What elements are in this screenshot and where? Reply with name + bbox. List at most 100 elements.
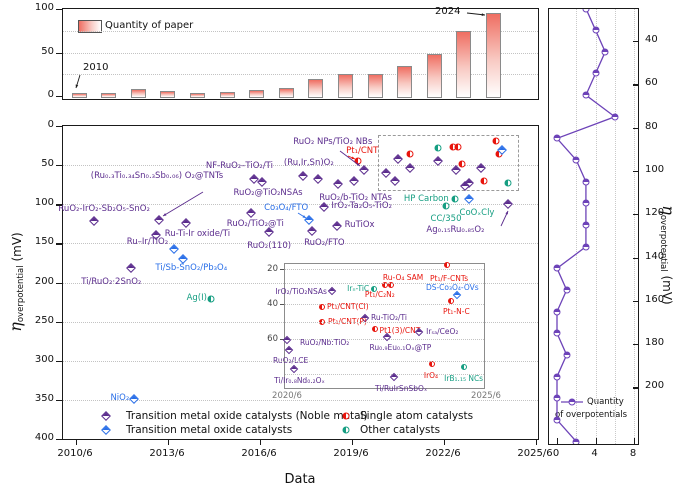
inset-xtick-label: 2025/6 [471,391,501,401]
main-ytick-label: 300 [34,353,54,365]
bar-2016 [249,89,265,98]
y-tick [56,165,62,167]
gridline [63,30,538,32]
point-label: Pt₁/CNT(P) [328,317,367,327]
right-x-tick [634,438,636,444]
inset-y-tick [280,269,284,270]
bar-legend-swatch [78,20,102,33]
point-label: Pt₁/CNT(Cl) [327,301,369,311]
line-point [582,199,590,207]
bar-2014 [189,92,205,98]
point-label: Ru–Ir/TiO₂ [126,236,169,247]
point-label: Ti/RuIrSnSbOₓ [375,383,428,393]
point-label: NF-RuO₂–TiO₂/Ti [205,161,273,172]
point-cc-350 [442,202,450,210]
point-ru-eu-o-tp [382,333,391,342]
main-xtick-label: 2016/6 [241,448,277,459]
point-ruo-fto [307,225,318,236]
line-point [553,416,561,424]
right-y-tick [633,387,638,389]
right-xtick-label: 4 [591,448,598,459]
y-tick [56,399,62,402]
point-nio- [129,394,140,405]
main-ytick-label: 200 [34,275,54,287]
legend-marker-noble [101,411,111,421]
annotation-2010: 2010 [83,62,109,73]
point-pt-f-cnts [443,261,450,268]
point-label: Ti/RuO₂·2SnO₂ [81,276,142,287]
point-label: Irₙ-TiC [347,283,370,293]
x-tick [76,439,78,445]
right-ytick-label: 140 [645,250,665,262]
line-point [601,48,609,56]
point-label: Ru-Ti-Ir oxide/Ti [164,228,231,239]
x-tick [444,439,446,445]
right-y-tick [633,41,638,43]
bar-2015 [219,91,235,98]
point-ruo-tio-ti [245,207,256,218]
gridline [63,321,538,323]
gridline [63,399,538,401]
inset-ytick-label: 60 [267,334,278,344]
line-point [572,438,580,444]
main-xtick-label: 2013/6 [149,448,185,459]
point-label: Ru-TiO₂/Ti [371,313,407,322]
gridline [285,269,484,270]
point-ruo-lce [284,345,294,355]
point-label: IrO₂/TiO₂NSAs [275,286,327,296]
line-point [553,264,561,272]
line-point [582,9,590,13]
legend-label-other: Other catalysts [360,424,441,436]
point-hp-carbon [451,195,459,203]
right-ytick-label: 60 [645,77,658,89]
point-label: Pt₁/F-CNTs [429,273,469,283]
gridline [576,9,578,444]
y-tick [56,9,62,11]
point-label: Ru-O₄ SAM [382,272,424,282]
line-point [563,351,571,359]
point-noble [348,175,359,186]
point-label: (Ru,Ir,Sn)O₂ [283,158,334,169]
point-label: IrO₂-Ta₂O₅-TiO₂ [331,200,392,211]
bar-2019 [337,74,353,98]
y-tick [56,204,62,206]
main-ytick-label: 50 [41,158,54,170]
point-label: Ti/Sb-SnO₂/Pb₃O₄ [155,263,228,274]
point-irb-ncs [461,364,468,370]
bar-2010 [71,93,87,98]
point-label: Irₛₐ/CeO₂ [426,327,459,336]
point-label: Ag(I) [186,292,207,303]
point-other [434,144,442,152]
bar-2021 [397,65,413,98]
bar-2012 [130,89,146,98]
main-ytick-label: 400 [34,432,54,443]
line-point [582,243,590,251]
top-ytick-label: 0 [47,89,54,100]
right-legend-marker [568,398,576,406]
main-ytick-label: 350 [34,392,54,404]
line-point [582,178,590,186]
point-ti-ir-nd-o- [289,364,299,374]
legend-label-noble: Transition metal oxide catalysts (Noble … [126,410,368,422]
y-tick [56,360,62,363]
line-point [582,91,590,99]
right-ytick-label: 120 [645,207,665,219]
right-ytick-label: 40 [645,34,658,45]
line-point [572,156,580,164]
bar-2023 [456,30,472,98]
top-ytick-label: 100 [34,2,54,13]
x-tick [536,439,538,445]
right-ytick-label: 100 [645,163,665,175]
point-label: RuO₂@TiO₂NSAs [233,187,303,198]
bar-2020 [367,74,383,98]
point-label: RuO₂/Nb:TiO₂ [300,338,350,348]
right-y-tick [633,300,638,303]
bar-2018 [308,78,324,98]
point-ruo-nb-tio- [282,335,292,345]
gridline [614,9,616,444]
right-x-tick [557,438,559,444]
point-label: NiO₂ [110,393,130,404]
point-pt-n-c [447,298,454,305]
gridline [634,9,636,444]
point-pt-c-n- [387,281,394,288]
